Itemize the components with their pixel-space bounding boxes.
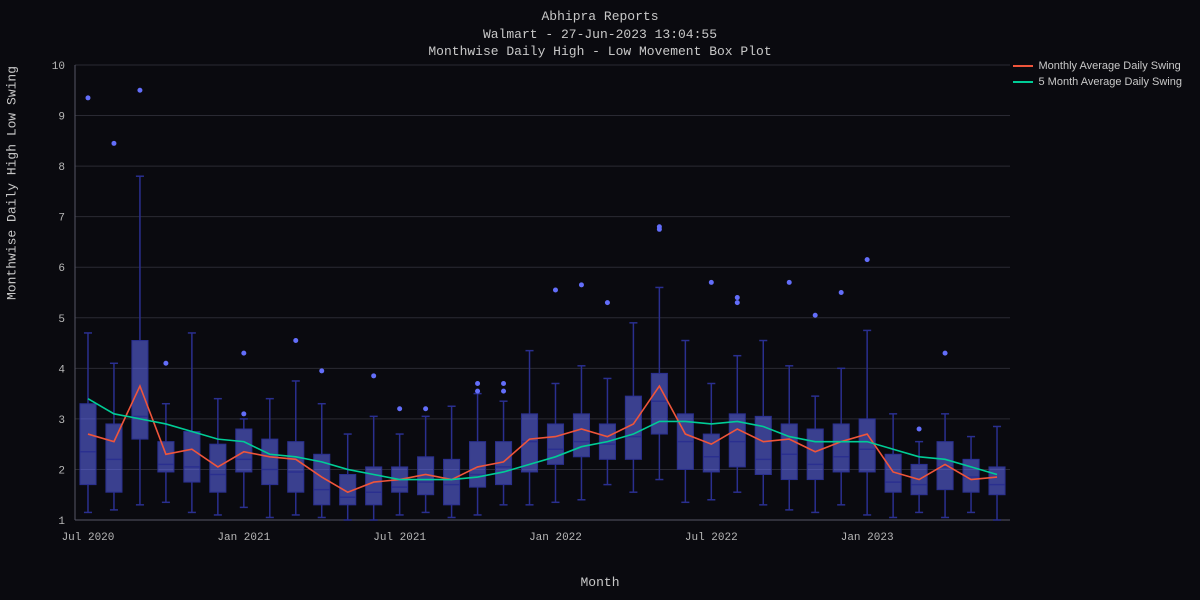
- svg-text:Jul 2020: Jul 2020: [62, 532, 115, 544]
- svg-text:10: 10: [52, 61, 65, 73]
- y-axis-label: Monthwise Daily High Low Swing: [5, 66, 20, 300]
- svg-text:Jul 2021: Jul 2021: [373, 532, 426, 544]
- chart-title-block: Abhipra Reports Walmart - 27-Jun-2023 13…: [0, 8, 1200, 61]
- svg-text:2: 2: [58, 465, 65, 477]
- legend-swatch-sma5: [1013, 81, 1033, 83]
- svg-text:4: 4: [58, 364, 65, 376]
- svg-text:3: 3: [58, 415, 65, 427]
- title-line-2: Walmart - 27-Jun-2023 13:04:55: [0, 26, 1200, 44]
- svg-text:Jan 2022: Jan 2022: [529, 532, 582, 544]
- x-axis-label: Month: [0, 575, 1200, 590]
- svg-text:5: 5: [58, 314, 65, 326]
- svg-text:Jan 2023: Jan 2023: [841, 532, 894, 544]
- legend-item-monthly[interactable]: Monthly Average Daily Swing: [1013, 60, 1183, 72]
- title-line-3: Monthwise Daily High - Low Movement Box …: [0, 43, 1200, 61]
- legend: Monthly Average Daily Swing 5 Month Aver…: [1013, 60, 1183, 92]
- title-line-1: Abhipra Reports: [0, 8, 1200, 26]
- svg-text:7: 7: [58, 213, 65, 225]
- svg-text:9: 9: [58, 112, 65, 124]
- legend-label-monthly: Monthly Average Daily Swing: [1039, 60, 1181, 72]
- svg-text:Jul 2022: Jul 2022: [685, 532, 738, 544]
- svg-text:Jan 2021: Jan 2021: [217, 532, 270, 544]
- svg-text:8: 8: [58, 162, 65, 174]
- svg-text:6: 6: [58, 263, 65, 275]
- legend-label-sma5: 5 Month Average Daily Swing: [1039, 76, 1183, 88]
- chart-container: Abhipra Reports Walmart - 27-Jun-2023 13…: [0, 0, 1200, 600]
- legend-item-sma5[interactable]: 5 Month Average Daily Swing: [1013, 76, 1183, 88]
- legend-swatch-monthly: [1013, 65, 1033, 67]
- svg-text:1: 1: [58, 516, 65, 528]
